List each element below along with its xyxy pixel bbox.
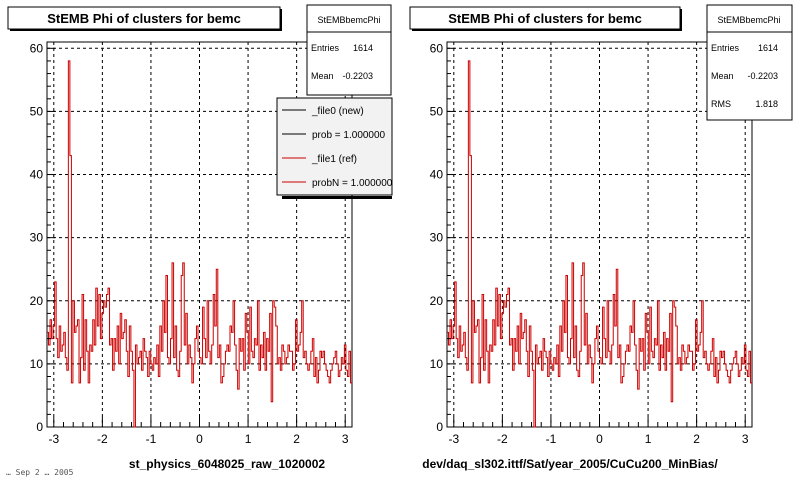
title-box: StEMB Phi of clusters for bemc [409, 6, 682, 31]
stats-value: -0.2203 [747, 71, 778, 81]
stats-value: -0.2203 [342, 71, 373, 81]
y-tick-label: 0 [36, 420, 43, 434]
x-tick-label: -2 [497, 432, 508, 446]
x-tick-label: -1 [546, 432, 557, 446]
y-tick-label: 0 [436, 420, 443, 434]
y-tick-label: 30 [30, 231, 44, 245]
stats-label: Mean [311, 71, 334, 81]
x-axis: -3 -2 -1 0 1 2 3 [448, 417, 749, 446]
footer-timestamp: … Sep 2 … 2005 [6, 468, 74, 477]
histogram-series [447, 60, 752, 428]
x-tick-label: 2 [293, 432, 300, 446]
y-tick-label: 30 [430, 231, 444, 245]
plot-area: 0 10 20 30 40 50 60 -3 -2 -1 0 1 2 3 [430, 41, 753, 446]
chart-title: StEMB Phi of clusters for bemc [47, 11, 241, 26]
y-tick-label: 50 [30, 104, 44, 118]
stats-box: StEMBbemcPhi Entries 1614 Mean -0.2203 R… [706, 4, 793, 121]
chart-title: StEMB Phi of clusters for bemc [448, 11, 642, 26]
x-tick-label: 1 [245, 432, 252, 446]
x-tick-label: 0 [196, 432, 203, 446]
legend-entry-label: prob = 1.000000 [312, 130, 386, 141]
stats-label: Entries [311, 43, 340, 53]
grid [447, 42, 752, 427]
stats-value: 1614 [353, 43, 373, 53]
x-axis: -3 -2 -1 0 1 2 3 [48, 417, 349, 446]
y-tick-label: 20 [430, 294, 444, 308]
stats-label: Mean [711, 71, 734, 81]
y-tick-label: 60 [30, 41, 44, 55]
x-axis-label: dev/daq_sl302.ittf/Sat/year_2005/CuCu200… [422, 457, 718, 471]
y-axis: 0 10 20 30 40 50 60 [30, 41, 55, 434]
y-tick-label: 50 [430, 104, 444, 118]
histogram-series [47, 60, 352, 428]
x-tick-label: -3 [48, 432, 59, 446]
x-tick-label: 3 [742, 432, 749, 446]
panel-right: StEMB Phi of clusters for bemc 010203040… [409, 4, 793, 471]
y-tick-label: 10 [30, 357, 44, 371]
x-tick-label: 1 [645, 432, 652, 446]
stats-label: RMS [711, 99, 731, 109]
x-tick-label: 3 [342, 432, 349, 446]
stats-value: 1614 [758, 43, 778, 53]
x-tick-label: -1 [146, 432, 157, 446]
y-tick-label: 10 [430, 357, 444, 371]
x-tick-label: -3 [448, 432, 459, 446]
legend-entry-label: _file0 (new) [311, 106, 364, 117]
legend-entry-label: probN = 1.000000 [312, 178, 393, 189]
title-box: StEMB Phi of clusters for bemc [7, 6, 282, 31]
panel-left: StEMB Phi of clusters for bemc 010203040… [7, 4, 393, 471]
stats-name: StEMBbemcPhi [317, 15, 380, 25]
y-tick-label: 40 [430, 168, 444, 182]
x-tick-label: -2 [97, 432, 108, 446]
legend-entry-label: _file1 (ref) [311, 154, 357, 165]
x-axis-label: st_physics_6048025_raw_1020002 [129, 457, 325, 471]
stats-label: Entries [711, 43, 740, 53]
y-tick-label: 40 [30, 168, 44, 182]
y-tick-label: 20 [30, 294, 44, 308]
x-tick-label: 0 [596, 432, 603, 446]
grid [47, 42, 352, 427]
legend: _file0 (new) prob = 1.000000 _file1 (ref… [276, 97, 393, 199]
x-tick-label: 2 [693, 432, 700, 446]
y-axis: 0 10 20 30 40 50 60 [430, 41, 455, 434]
stats-box: StEMBbemcPhi Entries 1614 Mean -0.2203 [306, 4, 392, 96]
stats-name: StEMBbemcPhi [717, 15, 780, 25]
y-tick-label: 60 [430, 41, 444, 55]
stats-value: 1.818 [755, 99, 778, 109]
